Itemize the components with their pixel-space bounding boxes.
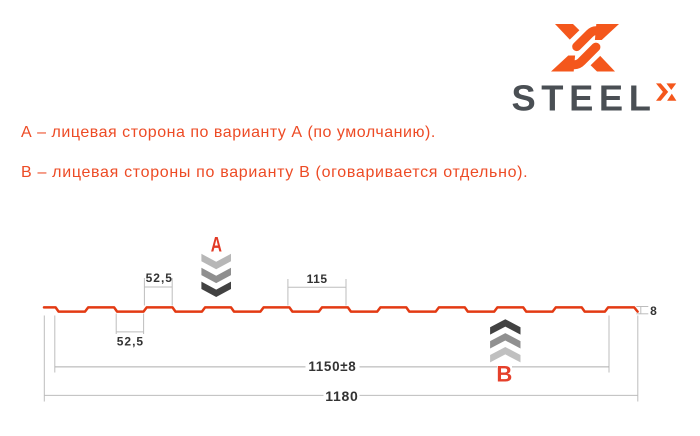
- svg-text:1180: 1180: [325, 388, 358, 404]
- svg-text:В – лицевая стороны по вариант: В – лицевая стороны по варианту В (огова…: [21, 164, 528, 181]
- svg-text:115: 115: [307, 272, 328, 286]
- svg-text:8: 8: [650, 304, 657, 318]
- svg-text:А – лицевая сторона по вариант: А – лицевая сторона по варианту А (по ум…: [21, 124, 436, 141]
- svg-text:52,5: 52,5: [146, 271, 173, 285]
- svg-text:1150±8: 1150±8: [308, 359, 356, 374]
- svg-text:А: А: [211, 232, 222, 256]
- svg-text:B: B: [496, 362, 512, 387]
- svg-text:52,5: 52,5: [117, 334, 144, 348]
- svg-text:STEEL: STEEL: [512, 78, 657, 119]
